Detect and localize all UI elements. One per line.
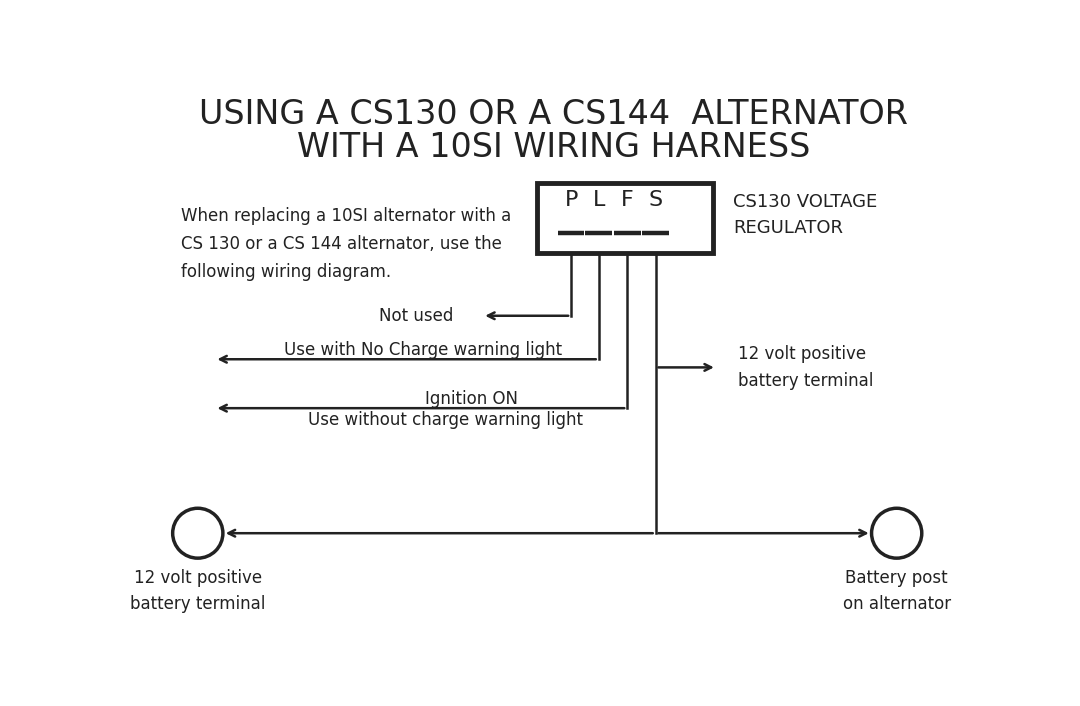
Text: USING A CS130 OR A CS144  ALTERNATOR: USING A CS130 OR A CS144 ALTERNATOR [199,98,908,131]
Text: 12 volt positive
battery terminal: 12 volt positive battery terminal [130,569,266,614]
Text: Use with No Charge warning light: Use with No Charge warning light [284,341,563,359]
Text: Battery post
on alternator: Battery post on alternator [842,569,950,614]
Text: CS130 VOLTAGE
REGULATOR: CS130 VOLTAGE REGULATOR [733,193,878,237]
Text: L: L [593,190,605,210]
Text: Not used: Not used [379,307,454,325]
Text: S: S [649,190,663,210]
Text: Use without charge warning light: Use without charge warning light [309,411,583,429]
Text: F: F [621,190,634,210]
Ellipse shape [872,508,922,558]
Text: When replacing a 10SI alternator with a
CS 130 or a CS 144 alternator, use the
f: When replacing a 10SI alternator with a … [181,207,511,280]
Text: Ignition ON: Ignition ON [424,390,517,408]
Bar [537,183,713,253]
Ellipse shape [173,508,222,558]
Text: P: P [565,190,578,210]
Text: WITH A 10SI WIRING HARNESS: WITH A 10SI WIRING HARNESS [297,131,810,164]
Text: 12 volt positive
battery terminal: 12 volt positive battery terminal [738,345,873,390]
